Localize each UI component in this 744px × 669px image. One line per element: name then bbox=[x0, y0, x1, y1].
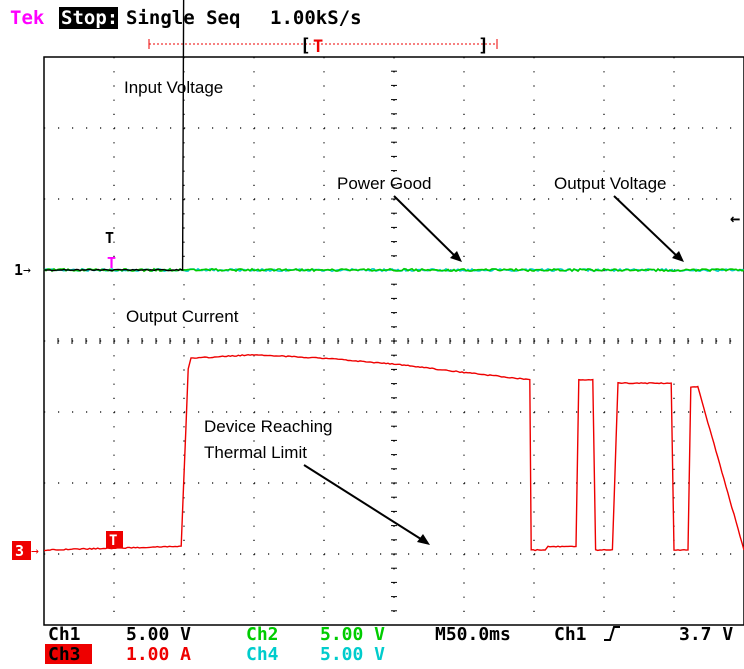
annotation-output-current: Output Current bbox=[126, 307, 239, 326]
ch1-ground-arrow: → bbox=[23, 263, 31, 278]
trace-output-current bbox=[44, 353, 744, 552]
annotations: Input Voltage Power Good Output Voltage … bbox=[124, 78, 684, 545]
arrow-thermal-limit bbox=[303, 464, 425, 542]
graticule bbox=[43, 56, 744, 626]
record-bracket-left: [ bbox=[300, 35, 311, 56]
ch3-label: Ch3 bbox=[48, 644, 81, 665]
annotation-output-voltage: Output Voltage bbox=[554, 174, 666, 193]
ch1-ground-marker: 1 bbox=[14, 261, 23, 279]
annotation-device-reaching: Device Reaching bbox=[204, 417, 333, 436]
rising-edge-icon bbox=[604, 626, 620, 641]
ch3-scale: 1.00 A bbox=[126, 644, 191, 665]
timebase-label: M50.0ms bbox=[435, 624, 511, 645]
annotation-thermal-limit: Thermal Limit bbox=[204, 443, 307, 462]
arrowhead-output-voltage bbox=[672, 251, 684, 262]
arrowhead-power-good bbox=[450, 251, 462, 262]
trigger-level-arrow-icon: ← bbox=[730, 209, 740, 229]
record-position-bar: [ ] T bbox=[148, 35, 498, 57]
brand-label: Tek bbox=[10, 7, 45, 29]
ch3-trigger-t-box bbox=[106, 531, 123, 548]
sample-rate-label: 1.00kS/s bbox=[270, 7, 362, 29]
annotation-input-voltage: Input Voltage bbox=[124, 78, 223, 97]
arrow-output-voltage bbox=[613, 195, 680, 259]
ch4-scale: 5.00 V bbox=[320, 644, 385, 665]
arrowhead-thermal-limit bbox=[417, 534, 430, 545]
ch2-trigger-t-icon: T bbox=[107, 254, 116, 272]
ch3-ground-marker: 3 bbox=[15, 542, 24, 560]
ch2-scale: 5.00 V bbox=[320, 624, 385, 645]
record-bracket-right: ] bbox=[478, 35, 489, 56]
trigger-position-marker: T bbox=[313, 37, 323, 57]
ch3-ground-marker-box bbox=[12, 541, 31, 560]
ch1-label: Ch1 bbox=[48, 624, 81, 645]
ch3-trigger-t-icon: T bbox=[109, 533, 117, 549]
annotation-power-good: Power Good bbox=[337, 174, 432, 193]
ch3-label-box bbox=[45, 644, 92, 664]
arrow-power-good bbox=[393, 195, 458, 259]
channel-markers: 1 → 3 → ← T T T bbox=[12, 209, 740, 560]
run-state-label: Stop: bbox=[61, 7, 118, 29]
ch4-label: Ch4 bbox=[246, 644, 279, 665]
ch1-scale: 5.00 V bbox=[126, 624, 191, 645]
run-state-box bbox=[59, 7, 118, 29]
ch1-trigger-t-icon: T bbox=[105, 229, 114, 247]
ch3-ground-arrow: → bbox=[31, 544, 39, 559]
trigger-source-label: Ch1 bbox=[554, 624, 587, 645]
trigger-level-label: 3.7 V bbox=[679, 624, 733, 645]
trace-input-voltage bbox=[43, 0, 185, 272]
traces bbox=[43, 0, 744, 552]
ch2-label: Ch2 bbox=[246, 624, 279, 645]
readout-panel: Ch1 5.00 V Ch2 5.00 V M50.0ms Ch1 3.7 V … bbox=[45, 624, 733, 665]
trace-power-good bbox=[43, 267, 744, 273]
